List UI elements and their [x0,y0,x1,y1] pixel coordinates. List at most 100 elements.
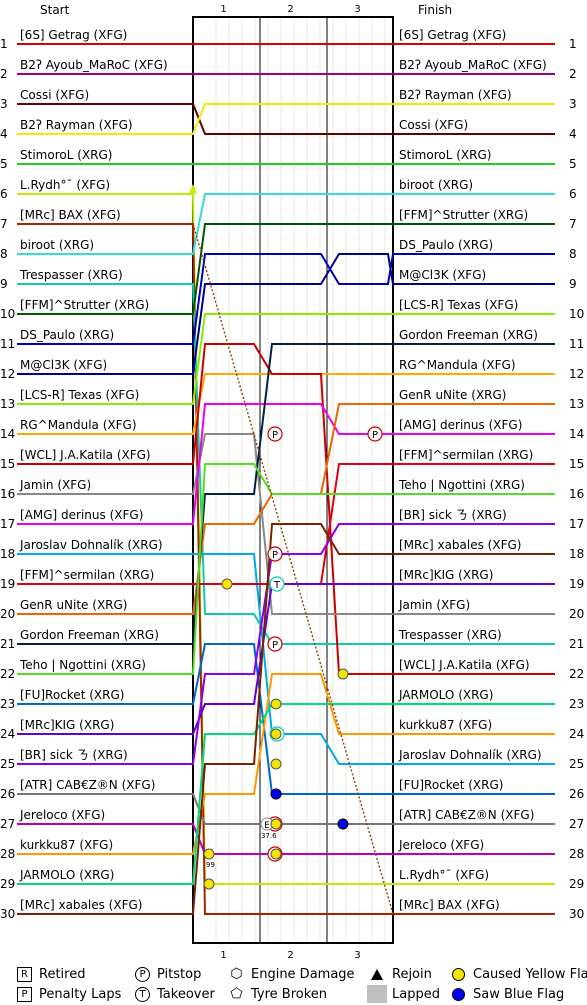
start-driver-label: [MRc]KIG (XRG) [20,718,114,732]
start-driver-label: B2ʔ Rayman (XFG) [20,118,133,132]
legend-takeover: T Takeover [135,984,215,1004]
legend-takeover-label: Takeover [157,986,215,1002]
lap-label-bottom: 1 [220,950,226,960]
legend-tyre-label: Tyre Broken [251,986,328,1002]
position-number-left: 18 [0,547,15,561]
penalty-icon: P [17,986,32,1002]
position-number-left: 6 [0,187,8,201]
position-number-left: 17 [0,517,15,531]
position-number-left: 14 [0,427,15,441]
finish-driver-label: GenR uNite (XRG) [399,388,506,402]
position-number-left: 7 [0,217,8,231]
driver-line [17,523,555,765]
position-number-right: 9 [569,277,577,291]
finish-driver-label: Teho | Ngottini (XRG) [398,478,525,492]
position-number-right: 13 [569,397,584,411]
position-number-right: 22 [569,667,584,681]
start-driver-label: Jamin (XFG) [19,478,91,492]
start-driver-label: GenR uNite (XRG) [20,598,127,612]
lap-label-top: 2 [287,4,293,15]
driver-line [17,403,555,525]
start-driver-label: [MRc] xabales (XFG) [20,898,142,912]
position-number-right: 23 [569,697,584,711]
legend-retired-label: Retired [39,966,86,982]
legend-pitstop-label: Pitstop [157,966,202,982]
lapped-icon [367,985,387,1003]
start-driver-label: [MRc] BAX (XFG) [20,208,121,222]
position-number-right: 16 [569,487,584,501]
position-number-left: 23 [0,697,15,711]
driver-line [17,313,555,405]
yellow-flag-note: 99 [206,861,215,869]
driver-line [17,193,555,255]
position-number-left: 4 [0,127,8,141]
finish-driver-label: B2ʔ Ayoub_MaRoC (XFG) [399,58,547,72]
pitstop-marker [367,426,383,442]
legend-lapped-label: Lapped [392,986,440,1002]
position-number-right: 2 [569,67,577,81]
finish-driver-label: Jereloco (XFG) [398,838,484,852]
lap-label-top: 1 [220,4,226,15]
position-number-left: 12 [0,367,15,381]
position-number-right: 11 [569,337,584,351]
position-number-right: 6 [569,187,577,201]
finish-driver-label: Jamin (XFG) [398,598,470,612]
position-number-right: 17 [569,517,584,531]
position-number-right: 3 [569,97,577,111]
start-driver-label: B2ʔ Ayoub_MaRoC (XFG) [20,58,168,72]
finish-driver-label: [FU]Rocket (XRG) [399,778,503,792]
start-driver-label: JARMOLO (XRG) [19,868,114,882]
driver-line [17,703,555,885]
yellow-flag-marker [270,728,282,740]
start-driver-label: [FFM]^sermilan (XRG) [20,568,154,582]
driver-line [17,343,555,675]
position-number-right: 29 [569,877,584,891]
finish-driver-label: kurkku87 (XFG) [399,718,492,732]
legend-retired: R Retired [17,964,85,984]
finish-driver-label: [LCS-R] Texas (XFG) [399,298,518,312]
start-driver-label: [AMG] derinus (XFG) [20,508,143,522]
position-number-right: 21 [569,637,584,651]
driver-line [17,223,555,315]
finish-driver-label: B2ʔ Rayman (XFG) [399,88,512,102]
position-number-left: 28 [0,847,15,861]
position-number-right: 1 [569,37,577,51]
start-driver-label: [WCL] J.A.Katila (XFG) [20,448,151,462]
legend-penalty-label: Penalty Laps [39,986,122,1002]
position-number-right: 26 [569,787,584,801]
start-driver-label: M@Cl3K (XFG) [20,358,107,372]
start-driver-label: Jaroslav Dohnalík (XRG) [19,538,163,552]
position-number-left: 16 [0,487,15,501]
finish-driver-label: Jaroslav Dohnalík (XRG) [398,748,542,762]
legend-yellow-label: Caused Yellow Flag [473,966,587,982]
driver-line [17,463,555,675]
yellow-flag-marker [270,758,282,770]
finish-driver-label: [6S] Getrag (XFG) [399,28,506,42]
finish-driver-label: Cossi (XFG) [399,118,468,132]
finish-driver-label: [MRc] BAX (XFG) [399,898,500,912]
yellow-flag-marker [270,848,282,860]
takeover-marker [269,576,285,592]
driver-line [17,253,555,375]
finish-driver-label: [AMG] derinus (XFG) [399,418,522,432]
legend-engine-label: Engine Damage [251,966,355,982]
position-number-left: 20 [0,607,15,621]
finish-driver-label: StimoroL (XRG) [399,148,491,162]
pitstop-marker [267,426,283,442]
start-driver-label: [ATR] CAB€Z®N (XFG) [20,778,155,792]
finish-driver-label: biroot (XRG) [399,178,473,192]
position-number-left: 2 [0,67,8,81]
start-driver-label: Jereloco (XFG) [19,808,105,822]
position-number-right: 19 [569,577,584,591]
finish-driver-label: [FFM]^sermilan (XRG) [399,448,533,462]
finish-driver-label: M@Cl3K (XFG) [399,268,486,282]
start-driver-label: kurkku87 (XFG) [20,838,113,852]
position-number-right: 12 [569,367,584,381]
position-number-left: 13 [0,397,15,411]
driver-line [17,523,555,915]
start-driver-label: RG^Mandula (XFG) [20,418,137,432]
legend-lapped: Lapped [367,984,440,1004]
finish-driver-label: Trespasser (XRG) [398,628,502,642]
start-driver-label: Trespasser (XRG) [19,268,123,282]
